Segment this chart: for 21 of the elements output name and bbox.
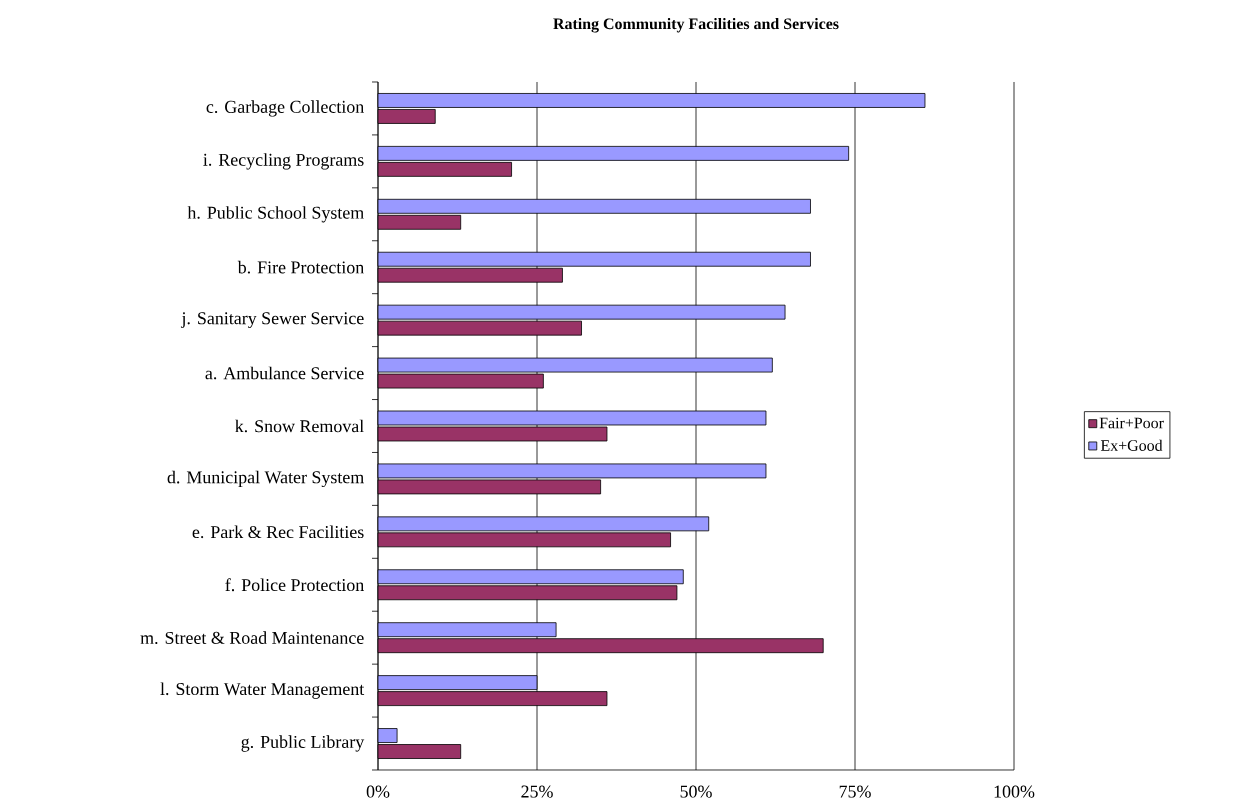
x-tick-label: 25% (521, 785, 553, 798)
chart-title: Rating Community Facilities and Services (553, 17, 839, 33)
x-tick-label: 50% (680, 785, 712, 798)
y-tick-label: e. Park & Rec Facilities (192, 525, 364, 539)
legend-label: Ex+Good (1100, 439, 1163, 451)
y-tick-label: c. Garbage Collection (206, 100, 364, 117)
y-tick-label: l. Storm Water Management (160, 682, 365, 699)
y-tick-label: f. Police Protection (225, 578, 364, 592)
y-tick-label: h. Public School System (187, 206, 364, 223)
x-tick-label: 100% (994, 785, 1035, 798)
y-tick-label: a. Ambulance Service (205, 366, 364, 380)
y-tick-label: d. Municipal Water System (167, 470, 364, 488)
y-tick-label: b. Fire Protection (237, 260, 364, 274)
legend-label: Fair+Poor (1099, 417, 1164, 429)
y-tick-label: j. Sanitary Sewer Service (180, 312, 364, 329)
y-tick-label: g. Public Library (241, 735, 365, 752)
y-tick-label: k. Snow Removal (235, 419, 364, 433)
y-tick-label: m. Street & Road Maintenance (140, 631, 364, 645)
x-tick-label: 0% (366, 785, 390, 798)
x-tick-label: 75% (839, 785, 871, 798)
y-tick-label: i. Recycling Programs (203, 153, 364, 170)
